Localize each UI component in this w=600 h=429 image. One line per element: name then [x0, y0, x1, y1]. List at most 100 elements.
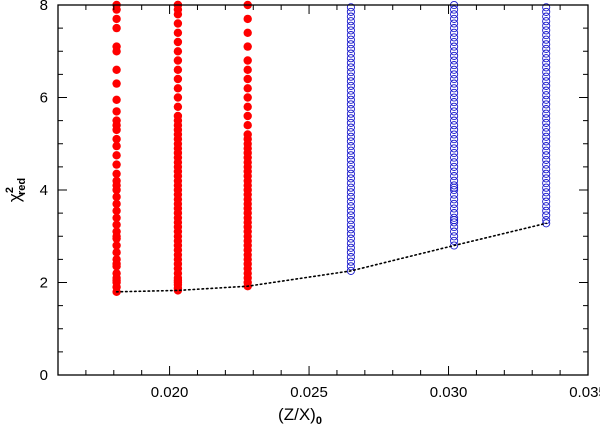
filled-data-point — [112, 79, 121, 88]
open-data-point — [346, 44, 355, 53]
open-data-point — [346, 109, 355, 118]
open-data-point — [450, 153, 459, 162]
open-data-point — [450, 107, 459, 116]
filled-data-point — [173, 111, 183, 121]
open-data-point — [346, 146, 355, 155]
open-data-point — [346, 220, 355, 229]
open-data-point — [542, 169, 551, 178]
filled-data-point — [243, 65, 252, 75]
open-data-point — [346, 118, 355, 127]
open-data-point — [346, 266, 355, 275]
open-data-point — [542, 49, 551, 58]
open-data-point — [450, 33, 459, 42]
open-data-point — [346, 68, 355, 77]
filled-data-point — [243, 74, 252, 84]
filled-data-point — [112, 181, 121, 190]
filled-data-point — [112, 141, 121, 151]
open-data-point — [450, 14, 459, 23]
filled-data-point — [243, 84, 252, 93]
open-data-point — [450, 216, 459, 225]
open-data-point — [450, 51, 459, 60]
filled-data-point — [112, 65, 121, 75]
filled-data-point — [112, 169, 121, 178]
filled-data-point — [112, 42, 121, 51]
x-axis-title: (Z/X)0 — [278, 405, 322, 427]
open-data-point — [542, 58, 551, 67]
open-data-point — [542, 174, 551, 183]
open-data-point — [450, 172, 459, 181]
open-data-point — [346, 58, 355, 67]
open-data-point — [346, 188, 355, 197]
filled-data-point — [173, 74, 183, 84]
open-data-point — [346, 114, 355, 123]
open-data-point — [346, 3, 355, 12]
open-data-point — [450, 218, 459, 227]
open-data-point — [542, 7, 551, 16]
open-data-point — [346, 63, 355, 72]
open-data-point — [542, 31, 551, 40]
open-data-point — [346, 155, 355, 164]
open-data-point — [450, 70, 459, 79]
open-data-point — [450, 10, 459, 19]
open-data-point — [346, 206, 355, 215]
open-data-point — [542, 40, 551, 49]
y-axis-title: χ2red — [4, 178, 28, 202]
open-data-point — [450, 116, 459, 125]
open-data-point — [542, 123, 551, 132]
open-data-point — [346, 151, 355, 160]
open-data-point — [450, 79, 459, 88]
open-data-point — [542, 188, 551, 197]
open-data-point — [542, 128, 551, 137]
filled-data-point — [243, 121, 252, 130]
filled-data-point — [243, 28, 252, 37]
open-data-point — [450, 102, 459, 111]
open-data-point — [346, 72, 355, 81]
open-data-point — [346, 77, 355, 86]
open-data-point — [346, 17, 355, 26]
filled-data-point — [112, 213, 121, 222]
open-data-point — [542, 219, 551, 228]
open-data-point — [346, 239, 355, 248]
min-envelope-line — [115, 222, 547, 293]
open-data-point — [542, 142, 551, 151]
y-tick-label: 0 — [40, 367, 48, 384]
open-data-point — [542, 21, 551, 30]
x-tick-label: 0.035 — [569, 384, 600, 401]
open-data-point — [346, 105, 355, 114]
open-data-point — [346, 49, 355, 58]
open-data-point — [346, 128, 355, 137]
y-tick-label: 2 — [40, 275, 48, 292]
open-data-point — [542, 137, 551, 146]
axis-tick-labels: 0.020 0.025 0.030 0.035 0 2 4 6 8 — [40, 0, 600, 401]
open-data-point — [542, 95, 551, 104]
open-data-point — [450, 167, 459, 176]
open-data-point — [542, 105, 551, 114]
filled-data-point — [112, 232, 121, 241]
filled-data-point — [173, 47, 183, 56]
open-data-point — [542, 35, 551, 44]
open-data-point — [450, 148, 459, 158]
open-data-point — [346, 12, 355, 21]
open-data-point — [346, 132, 355, 141]
open-data-point — [346, 35, 355, 44]
open-data-point — [542, 179, 551, 188]
min-line-layer — [115, 222, 547, 293]
open-data-point — [450, 232, 459, 241]
open-data-point — [542, 63, 551, 72]
open-data-point — [346, 95, 355, 104]
open-data-point — [450, 121, 459, 130]
open-data-point — [450, 183, 459, 192]
open-data-point — [542, 3, 551, 12]
open-data-point — [346, 142, 355, 151]
open-data-point — [542, 12, 551, 21]
open-data-point — [346, 225, 355, 234]
open-data-point — [346, 21, 355, 30]
open-data-point — [346, 229, 355, 238]
open-data-point — [450, 19, 459, 28]
open-data-point — [450, 199, 459, 208]
filled-data-point — [112, 206, 121, 215]
open-data-point — [450, 227, 459, 236]
open-data-point — [542, 114, 551, 123]
open-data-point — [346, 100, 355, 109]
filled-data-point — [112, 23, 121, 33]
